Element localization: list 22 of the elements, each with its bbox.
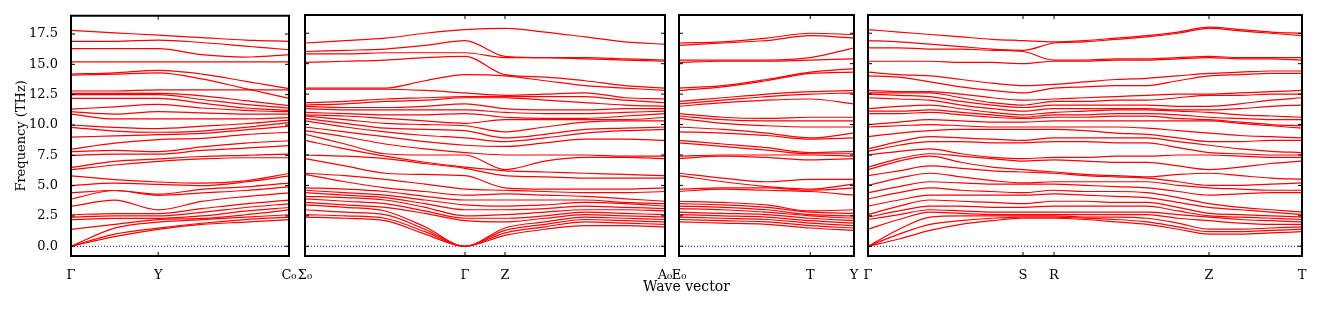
x-tick-label: T xyxy=(1297,267,1307,283)
x-tick-label: C₀ xyxy=(281,267,297,283)
x-tick-label: Σ₀ xyxy=(297,267,313,283)
x-tick-label: Z xyxy=(500,267,510,283)
y-axis-title: Frequency (THz) xyxy=(13,80,29,192)
x-tick-label: Y xyxy=(152,267,163,283)
y-tick-label: 0.0 xyxy=(37,237,58,253)
y-tick-label: 7.5 xyxy=(37,146,58,162)
x-tick-label: R xyxy=(1049,267,1061,283)
y-tick-label: 5.0 xyxy=(37,177,58,193)
x-tick-label: Z xyxy=(1204,267,1214,283)
x-tick-label: S xyxy=(1018,267,1028,283)
y-tick-label: 10.0 xyxy=(29,116,58,132)
x-tick-label: Γ xyxy=(66,267,76,283)
y-tick-label: 12.5 xyxy=(29,86,58,102)
x-tick-label: T xyxy=(805,267,815,283)
y-tick-label: 15.0 xyxy=(29,55,58,71)
x-tick-label: Γ xyxy=(460,267,470,283)
y-tick-label: 17.5 xyxy=(29,25,58,41)
y-tick-label: 2.5 xyxy=(37,207,58,223)
x-tick-label: Γ xyxy=(863,267,873,283)
x-tick-label: Y xyxy=(848,267,859,283)
